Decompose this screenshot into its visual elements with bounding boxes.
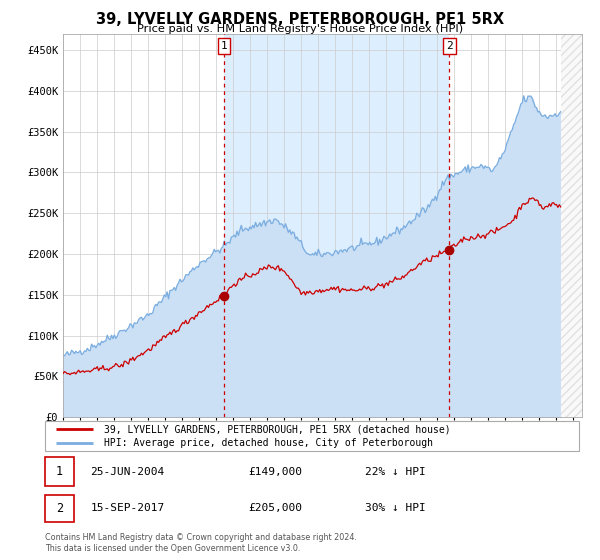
Text: 39, LYVELLY GARDENS, PETERBOROUGH, PE1 5RX (detached house): 39, LYVELLY GARDENS, PETERBOROUGH, PE1 5…	[104, 424, 451, 435]
Text: 39, LYVELLY GARDENS, PETERBOROUGH, PE1 5RX: 39, LYVELLY GARDENS, PETERBOROUGH, PE1 5…	[96, 12, 504, 27]
Text: £149,000: £149,000	[248, 467, 302, 477]
Bar	[224, 34, 449, 417]
Text: 2: 2	[446, 41, 453, 51]
Text: 2: 2	[56, 502, 63, 515]
Bar	[561, 34, 582, 417]
Text: 22% ↓ HPI: 22% ↓ HPI	[365, 467, 426, 477]
Text: 30% ↓ HPI: 30% ↓ HPI	[365, 503, 426, 514]
Text: Price paid vs. HM Land Registry's House Price Index (HPI): Price paid vs. HM Land Registry's House …	[137, 24, 463, 34]
Text: 25-JUN-2004: 25-JUN-2004	[91, 467, 164, 477]
FancyBboxPatch shape	[45, 421, 579, 451]
Bar	[561, 34, 582, 417]
FancyBboxPatch shape	[45, 457, 74, 486]
Text: £205,000: £205,000	[248, 503, 302, 514]
Text: 1: 1	[221, 41, 227, 51]
Text: 15-SEP-2017: 15-SEP-2017	[91, 503, 164, 514]
FancyBboxPatch shape	[45, 495, 74, 522]
Text: Contains HM Land Registry data © Crown copyright and database right 2024.
This d: Contains HM Land Registry data © Crown c…	[45, 533, 357, 553]
Text: 1: 1	[56, 465, 63, 478]
Text: HPI: Average price, detached house, City of Peterborough: HPI: Average price, detached house, City…	[104, 438, 433, 449]
